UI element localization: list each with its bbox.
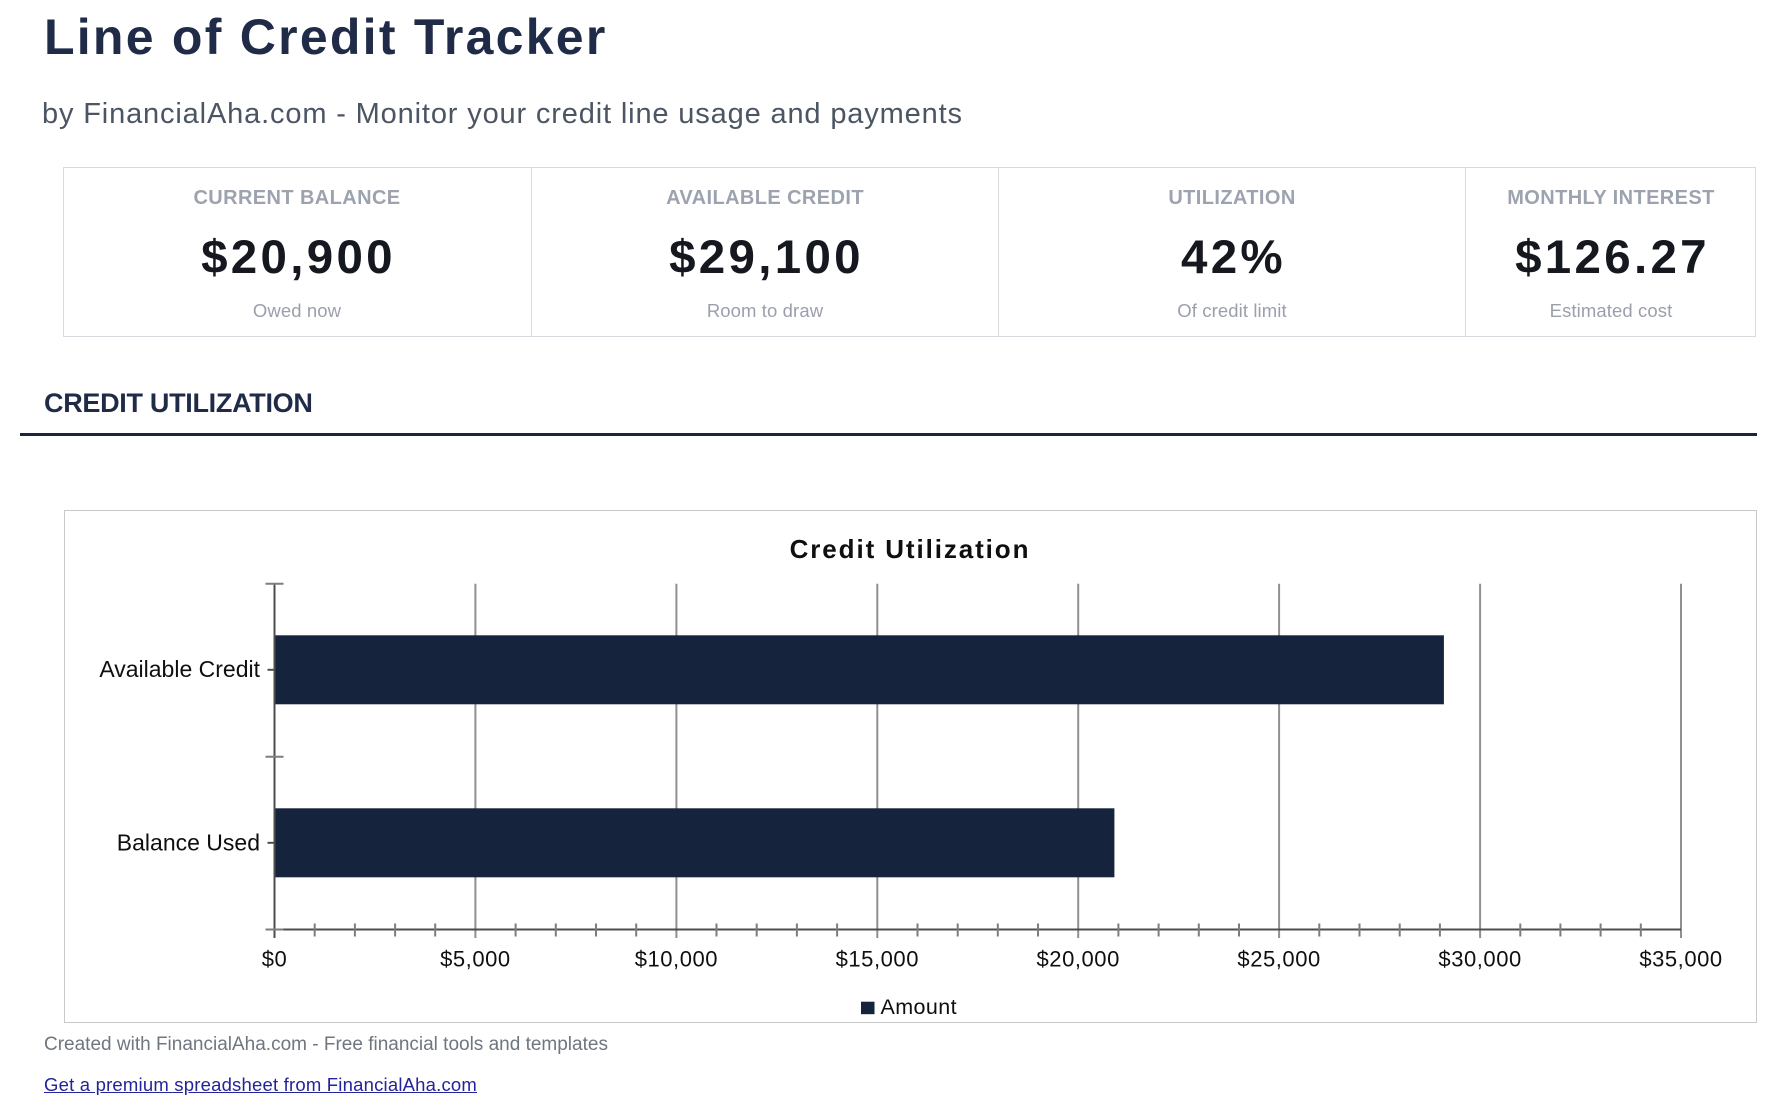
svg-text:$10,000: $10,000 — [635, 947, 718, 972]
svg-text:$0: $0 — [262, 947, 288, 972]
svg-text:$35,000: $35,000 — [1639, 947, 1722, 972]
svg-text:$25,000: $25,000 — [1237, 947, 1320, 972]
svg-text:Balance Used: Balance Used — [117, 830, 260, 856]
svg-text:$20,000: $20,000 — [1037, 947, 1120, 972]
svg-text:Available Credit: Available Credit — [99, 656, 260, 682]
svg-text:$30,000: $30,000 — [1438, 947, 1521, 972]
svg-text:Credit Utilization: Credit Utilization — [790, 534, 1031, 564]
svg-text:$5,000: $5,000 — [440, 947, 511, 972]
svg-text:Amount: Amount — [881, 995, 958, 1019]
svg-text:$15,000: $15,000 — [836, 947, 919, 972]
